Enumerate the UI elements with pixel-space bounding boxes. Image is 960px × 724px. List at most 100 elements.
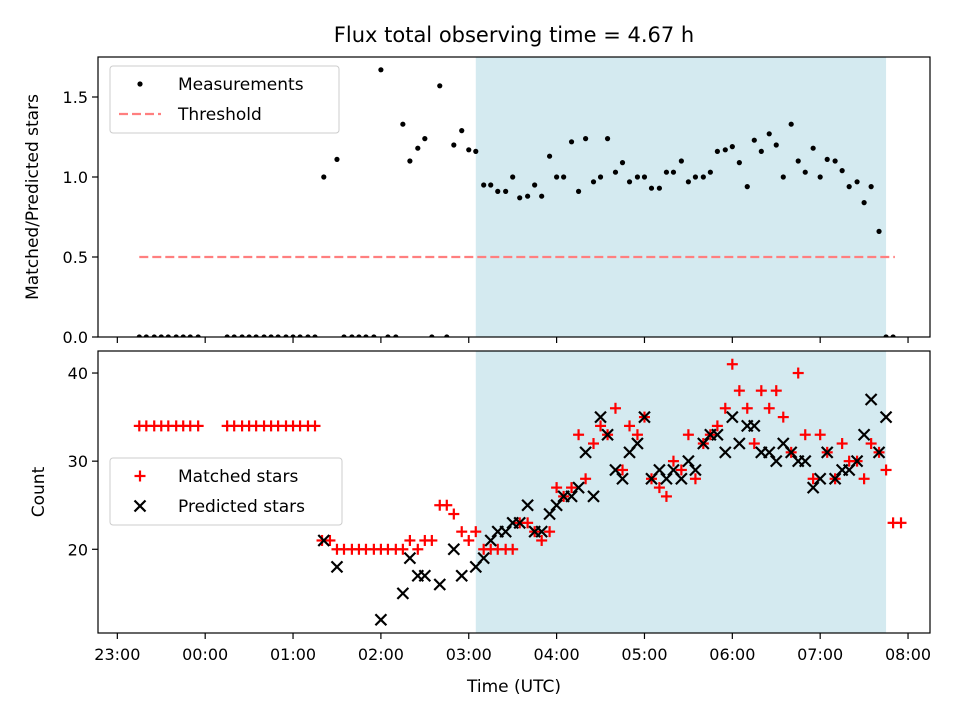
measurements-point [239, 334, 245, 337]
legend-label: Threshold [177, 105, 262, 125]
predicted-stars-point [828, 472, 842, 486]
chart-title: Flux total observing time = 4.67 h [334, 23, 694, 47]
matched-stars-point [573, 429, 585, 441]
measurements-point [473, 148, 479, 154]
matched-stars-point [404, 534, 416, 546]
matched-stars-point [566, 482, 578, 494]
measurements-point [583, 136, 589, 142]
matched-stars-point [880, 464, 892, 476]
measurements-point [297, 334, 303, 337]
measurements-point [488, 182, 494, 188]
matched-stars-point [814, 429, 826, 441]
measurements-point [554, 174, 560, 180]
y-tick-label: 0.5 [63, 248, 88, 267]
measurements-point [407, 158, 413, 164]
measurements-point [363, 334, 369, 337]
measurements-point [510, 174, 516, 180]
predicted-stars-point [806, 481, 820, 494]
matched-stars-point [522, 517, 534, 529]
matched-stars-point [536, 534, 548, 546]
measurements-point [736, 160, 742, 166]
predicted-stars-point [330, 560, 344, 574]
measurements-point [648, 185, 655, 191]
predicted-stars-point [850, 454, 864, 468]
measurements-point [321, 174, 327, 180]
matched-stars-point [807, 473, 819, 485]
measurements-point [641, 174, 648, 180]
legend: Measurements Threshold [109, 65, 340, 134]
predicted-stars-point [601, 428, 614, 441]
measurements-point [824, 156, 830, 162]
matched-stars-point [617, 464, 629, 476]
predicted-stars-point [572, 481, 585, 494]
measurements-point [832, 158, 838, 164]
matched-stars-point [865, 438, 877, 450]
measurements-point [224, 334, 230, 337]
matched-stars-point [551, 482, 563, 494]
measurements-point [136, 334, 142, 337]
matched-stars-point [580, 473, 592, 485]
matched-stars-point [726, 358, 738, 370]
measurements-point [444, 334, 450, 337]
measurements-point [670, 169, 677, 175]
matched-stars-point [653, 482, 665, 494]
measurements-point [883, 334, 889, 337]
matched-stars-point [595, 420, 607, 432]
matched-stars-point [588, 438, 600, 450]
measurements-point [290, 334, 296, 337]
measurements-point [590, 179, 597, 185]
matched-stars-point [631, 429, 643, 441]
legend-box [109, 457, 343, 526]
legend-marker [137, 81, 143, 87]
matched-stars-point [660, 490, 672, 502]
y-tick-label: 40 [68, 364, 88, 383]
y-axis-label: Matched/Predicted stars [23, 94, 43, 300]
predicted-stars-point [403, 551, 417, 565]
measurements-point [466, 147, 472, 153]
matched-stars-point [895, 517, 907, 529]
predicted-stars-point [521, 498, 534, 512]
predicted-stars-point [477, 551, 490, 565]
x-tick-label: 02:00 [358, 645, 404, 664]
predicted-stars-point [317, 534, 331, 547]
predicted-stars-point [726, 410, 739, 424]
y-tick-label: 30 [68, 452, 88, 471]
x-tick-label: 01:00 [270, 645, 316, 664]
measurements-point [393, 334, 399, 337]
matched-stars-point [711, 420, 723, 432]
legend: Matched stars Predicted stars [109, 457, 343, 526]
predicted-stars-point [813, 472, 827, 486]
matched-stars-point [689, 473, 701, 485]
predicted-stars-point [616, 472, 629, 486]
y-tick-label: 20 [68, 540, 88, 559]
measurements-point [868, 184, 874, 190]
markers-group [136, 67, 896, 337]
predicted-stars-point [864, 393, 878, 406]
predicted-stars-point [719, 446, 732, 459]
measurements-point [180, 334, 186, 337]
measurements-point [246, 334, 252, 337]
measurements-point [751, 137, 757, 143]
predicted-stars-point [872, 446, 886, 459]
matched-stars-point [544, 526, 556, 538]
measurements-point [839, 168, 845, 174]
measurements-point [341, 334, 347, 337]
measurements-point [890, 334, 896, 337]
measurements-point [758, 148, 764, 154]
observing-interval-shade [475, 57, 887, 337]
measurements-point [415, 145, 421, 151]
measurements-point [437, 83, 443, 89]
measurements-point [597, 174, 604, 180]
predicted-stars-point [455, 569, 469, 582]
predicted-stars-point [609, 463, 622, 477]
bottom-panel: 20 30 40 23:00 00:00 01:00 02:00 03:00 04:00 05:0… [29, 350, 931, 664]
matched-stars-point [770, 385, 782, 397]
measurements-point [722, 147, 728, 153]
predicted-stars-point [711, 428, 724, 441]
matched-stars-point [741, 402, 753, 414]
measurements-point [619, 160, 626, 166]
y-tick-label: 1.5 [63, 88, 88, 107]
measurements-point [846, 184, 852, 190]
